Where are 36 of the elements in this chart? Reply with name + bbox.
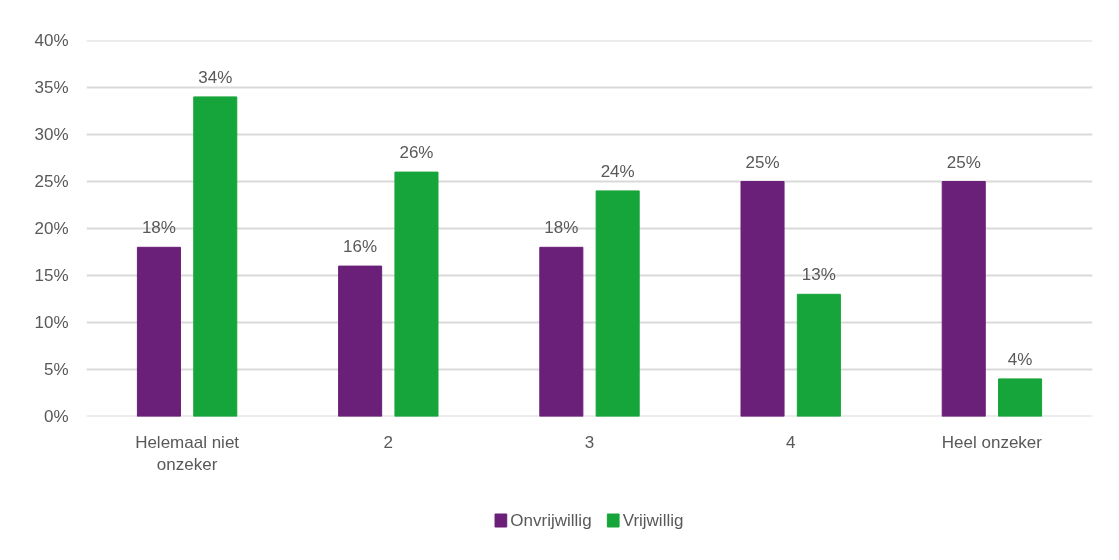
- bar: [193, 96, 238, 417]
- bar: [394, 171, 439, 417]
- data-label: 25%: [745, 152, 780, 172]
- y-tick-label: 0%: [43, 407, 69, 426]
- y-tick-label: 20%: [34, 219, 69, 238]
- bar: [338, 265, 383, 417]
- data-label: 18%: [544, 218, 579, 238]
- data-label: 26%: [399, 143, 434, 163]
- legend-label: Onvrijwillig: [510, 511, 592, 530]
- data-label: 4%: [1007, 349, 1033, 369]
- x-tick-label: 2: [383, 432, 394, 452]
- x-tick-label: Helemaal niet onzeker: [135, 432, 240, 475]
- bar: [998, 378, 1043, 417]
- data-label: 24%: [600, 161, 635, 181]
- y-tick-label: 25%: [34, 172, 69, 191]
- y-tick-label: 5%: [43, 360, 69, 379]
- x-tick-label: 4: [785, 432, 796, 452]
- bar: [136, 246, 181, 417]
- x-tick-label: 3: [584, 432, 595, 452]
- bar: [595, 190, 640, 417]
- data-label: 25%: [946, 152, 981, 172]
- x-tick-label: Heel onzeker: [941, 432, 1043, 452]
- y-tick-label: 10%: [34, 313, 69, 332]
- bar: [796, 293, 841, 417]
- bar: [740, 181, 785, 417]
- bar: [941, 181, 986, 417]
- bar: [539, 246, 584, 417]
- y-tick-label: 15%: [34, 266, 69, 285]
- y-tick-label: 35%: [34, 78, 69, 97]
- data-label: 34%: [198, 67, 233, 87]
- legend-label: Vrijwillig: [622, 511, 684, 530]
- data-label: 13%: [801, 265, 836, 285]
- y-tick-label: 40%: [34, 31, 69, 50]
- y-tick-label: 30%: [34, 125, 69, 144]
- data-label: 16%: [343, 237, 378, 257]
- data-label: 18%: [141, 218, 176, 238]
